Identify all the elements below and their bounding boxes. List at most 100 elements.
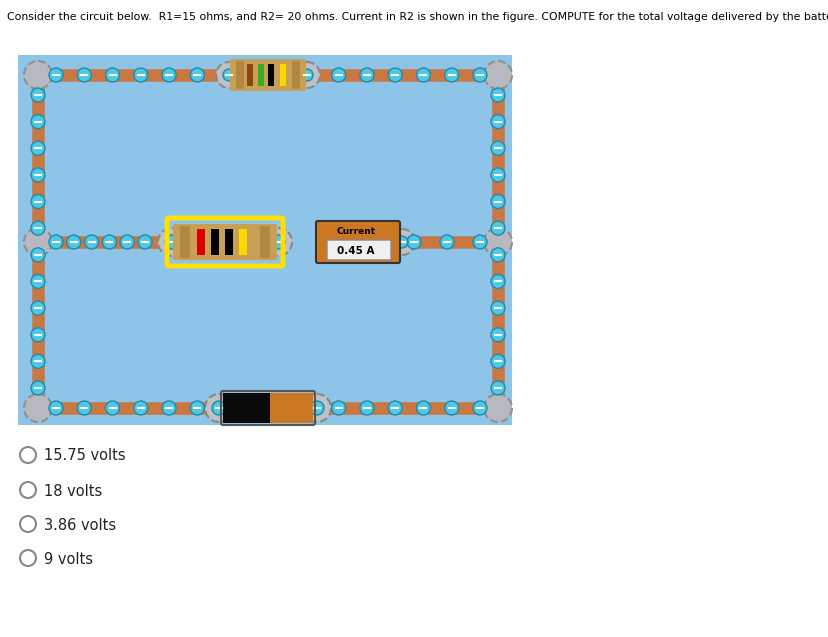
Bar <box>269 393 313 423</box>
Circle shape <box>294 62 320 88</box>
Circle shape <box>223 69 234 81</box>
Circle shape <box>31 115 45 129</box>
FancyBboxPatch shape <box>315 221 400 263</box>
Circle shape <box>490 248 504 262</box>
Circle shape <box>416 68 430 82</box>
Bar <box>224 229 233 255</box>
Circle shape <box>484 61 512 89</box>
Bar <box>280 64 286 86</box>
Circle shape <box>331 68 345 82</box>
Circle shape <box>303 394 330 422</box>
Circle shape <box>473 235 486 249</box>
Circle shape <box>271 235 285 249</box>
Circle shape <box>490 194 504 208</box>
Circle shape <box>416 401 430 415</box>
Circle shape <box>490 301 504 315</box>
Circle shape <box>161 401 176 415</box>
Circle shape <box>490 88 504 102</box>
Text: 15.75 volts: 15.75 volts <box>44 448 126 464</box>
Circle shape <box>31 141 45 155</box>
Bar <box>238 229 247 255</box>
Circle shape <box>105 68 119 82</box>
Text: 18 volts: 18 volts <box>44 483 102 499</box>
Circle shape <box>158 228 185 256</box>
Circle shape <box>190 68 204 82</box>
Circle shape <box>133 68 147 82</box>
Circle shape <box>165 235 179 249</box>
Bar <box>247 64 253 86</box>
Circle shape <box>77 68 91 82</box>
Text: 9 volts: 9 volts <box>44 552 93 566</box>
Circle shape <box>31 327 45 341</box>
Circle shape <box>388 229 415 255</box>
Circle shape <box>444 401 458 415</box>
Circle shape <box>31 168 45 182</box>
Circle shape <box>103 235 116 249</box>
Circle shape <box>31 194 45 208</box>
Circle shape <box>24 61 52 89</box>
Circle shape <box>388 68 402 82</box>
Bar <box>180 226 190 258</box>
Circle shape <box>301 69 313 81</box>
Circle shape <box>407 235 421 249</box>
Text: 3.86 volts: 3.86 volts <box>44 517 116 533</box>
Circle shape <box>490 221 504 235</box>
Circle shape <box>120 235 134 249</box>
Circle shape <box>31 381 45 395</box>
Circle shape <box>359 401 373 415</box>
FancyBboxPatch shape <box>173 224 277 260</box>
Circle shape <box>359 68 373 82</box>
Circle shape <box>31 354 45 368</box>
Circle shape <box>137 235 152 249</box>
Circle shape <box>190 401 204 415</box>
Circle shape <box>105 401 119 415</box>
Circle shape <box>340 235 354 249</box>
Circle shape <box>490 327 504 341</box>
Circle shape <box>161 68 176 82</box>
Circle shape <box>484 228 512 256</box>
Bar <box>197 229 205 255</box>
Circle shape <box>490 354 504 368</box>
Circle shape <box>490 141 504 155</box>
Circle shape <box>49 235 63 249</box>
Bar <box>291 61 300 89</box>
Bar <box>236 61 243 89</box>
Circle shape <box>396 236 407 248</box>
Bar <box>258 64 263 86</box>
Circle shape <box>473 68 486 82</box>
Bar <box>223 393 269 423</box>
Circle shape <box>490 115 504 129</box>
Circle shape <box>31 88 45 102</box>
Circle shape <box>473 401 486 415</box>
Circle shape <box>216 62 242 88</box>
Circle shape <box>31 275 45 289</box>
Circle shape <box>373 235 388 249</box>
Circle shape <box>205 394 233 422</box>
Circle shape <box>77 401 91 415</box>
Text: 0.45 A: 0.45 A <box>337 246 374 256</box>
Text: Current: Current <box>336 227 375 236</box>
Circle shape <box>440 235 454 249</box>
Circle shape <box>490 275 504 289</box>
FancyBboxPatch shape <box>229 59 306 91</box>
Circle shape <box>490 168 504 182</box>
Circle shape <box>310 401 324 415</box>
Circle shape <box>388 401 402 415</box>
Circle shape <box>24 394 52 422</box>
Circle shape <box>490 381 504 395</box>
Bar <box>18 55 512 425</box>
Circle shape <box>49 401 63 415</box>
Circle shape <box>84 235 99 249</box>
Circle shape <box>263 228 291 256</box>
Circle shape <box>31 248 45 262</box>
Circle shape <box>31 301 45 315</box>
Bar <box>211 229 219 255</box>
Circle shape <box>331 401 345 415</box>
Bar <box>260 226 270 258</box>
Circle shape <box>484 394 512 422</box>
Circle shape <box>31 221 45 235</box>
Circle shape <box>212 401 226 415</box>
Circle shape <box>24 228 52 256</box>
Circle shape <box>133 401 147 415</box>
Circle shape <box>444 68 458 82</box>
